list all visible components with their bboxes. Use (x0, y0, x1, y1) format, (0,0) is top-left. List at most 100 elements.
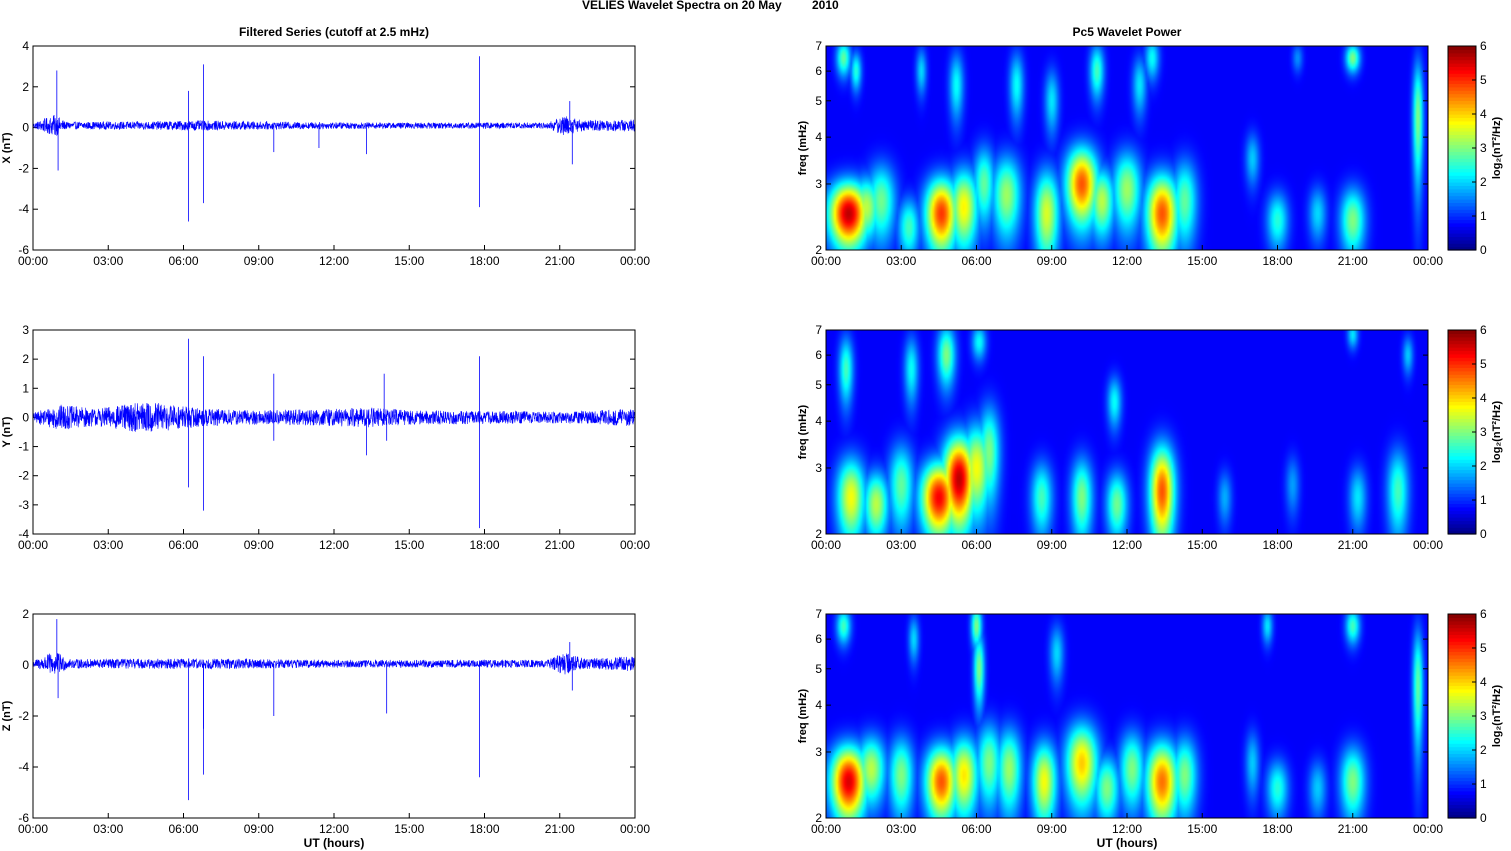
colorbar-step (1448, 353, 1476, 358)
colorbar-step (1448, 661, 1476, 666)
colorbar-step (1448, 449, 1476, 453)
colorbar-step (1448, 455, 1476, 460)
colorbar-step (1448, 503, 1476, 508)
series-xtick-label: 12:00 (319, 822, 349, 836)
colorbar-tick-label: 0 (1480, 811, 1487, 825)
ytick-label: -6 (18, 811, 29, 825)
colorbar-step (1448, 387, 1476, 392)
colorbar-step (1448, 705, 1476, 710)
colorbar-label: log₂(nT²/Hz) (1491, 685, 1503, 748)
colorbar-step (1448, 158, 1476, 163)
colorbar-step (1448, 151, 1476, 156)
series-xtick-label: 00:00 (620, 538, 650, 552)
colorbar-tick-label: 4 (1480, 675, 1487, 689)
ytick-label: 2 (22, 80, 29, 94)
heatmap-xtick-label: 06:00 (961, 254, 991, 268)
colorbar-step (1448, 624, 1476, 629)
series-xtick-label: 06:00 (168, 538, 198, 552)
colorbar-step (1448, 69, 1476, 74)
colorbar-step (1448, 641, 1476, 646)
colorbar-step (1448, 192, 1476, 197)
heatmap-xtick-label: 00:00 (811, 822, 841, 836)
heatmap-ylabel: freq (mHz) (797, 688, 809, 743)
colorbar-step (1448, 171, 1476, 176)
colorbar-step (1448, 523, 1476, 528)
colorbar-step (1448, 66, 1476, 71)
colorbar-step (1448, 476, 1476, 481)
colorbar-step (1448, 411, 1476, 416)
colorbar-step (1448, 97, 1476, 101)
right-xlabel: UT (hours) (1097, 836, 1158, 850)
colorbar-step (1448, 131, 1476, 135)
colorbar-step (1448, 103, 1476, 108)
colorbar-step (1448, 637, 1476, 642)
colorbar-step (1448, 137, 1476, 142)
colorbar-tick-label: 1 (1480, 209, 1487, 223)
colorbar-step (1448, 668, 1476, 673)
colorbar-step (1448, 114, 1476, 118)
colorbar-step (1448, 364, 1476, 368)
heatmap-xtick-label: 21:00 (1338, 254, 1368, 268)
series-panel-3: -6 -4 -2 0 2 00:00 03:00 06:00 09:00 12:00 15:00 18… (1, 607, 650, 836)
chart-panels: -6 -4 -2 0 2 4 00:00 03:00 06:00 09:00 12:00 15:00 1… (1, 39, 1503, 836)
series-xtick-label: 12:00 (319, 254, 349, 268)
colorbar-step (1448, 709, 1476, 714)
colorbar-step (1448, 654, 1476, 659)
suptitle-right: 2010 (812, 0, 839, 12)
colorbar-step (1448, 59, 1476, 64)
colorbar-step (1448, 466, 1476, 470)
colorbar-step (1448, 631, 1476, 635)
colorbar-step (1448, 188, 1476, 193)
series-panel-2: -4 -3 -2 -1 0 1 2 3 00:00 03:00 06:00 09:00 12:00 15:… (1, 323, 650, 552)
colorbar-step (1448, 165, 1476, 169)
colorbar-tick-label: 0 (1480, 527, 1487, 541)
ytick-label: 3 (815, 461, 822, 475)
ytick-label: -1 (18, 440, 29, 454)
colorbar-step (1448, 246, 1476, 251)
colorbar-step (1448, 73, 1476, 78)
ytick-label: 6 (815, 632, 822, 646)
right-column-title: Pc5 Wavelet Power (1073, 25, 1182, 39)
colorbar-step (1448, 678, 1476, 683)
trace-line (32, 114, 636, 136)
colorbar-step (1448, 161, 1476, 166)
colorbar-step (1448, 185, 1476, 190)
colorbar-step (1448, 222, 1476, 227)
colorbar-step (1448, 56, 1476, 61)
colorbar-tick-label: 5 (1480, 73, 1487, 87)
heatmap-panel-2: 2 3 4 5 6 7 00:00 03:00 06:00 09:00 12:00 15:00 18:0… (797, 323, 1503, 552)
heatmap-panel-3: 2 3 4 5 6 7 00:00 03:00 06:00 09:00 12:00 15:00 18:0… (797, 607, 1503, 836)
colorbar-step (1448, 756, 1476, 761)
ytick-label: -2 (18, 469, 29, 483)
plot-area (33, 614, 635, 818)
colorbar-step (1448, 634, 1476, 639)
heatmap-xtick-label: 21:00 (1338, 538, 1368, 552)
series-xtick-label: 15:00 (394, 254, 424, 268)
colorbar-step (1448, 472, 1476, 477)
colorbar-step (1448, 736, 1476, 741)
heatmap-xtick-label: 12:00 (1112, 538, 1142, 552)
colorbar-step (1448, 175, 1476, 180)
series-xtick-label: 09:00 (244, 538, 274, 552)
colorbar-step (1448, 695, 1476, 700)
series-xtick-label: 21:00 (545, 538, 575, 552)
colorbar-step (1448, 483, 1476, 487)
colorbar-step (1448, 729, 1476, 734)
heatmap-xtick-label: 15:00 (1187, 538, 1217, 552)
colorbar-step (1448, 801, 1476, 805)
colorbar-step (1448, 381, 1476, 385)
colorbar-step (1448, 141, 1476, 146)
heatmap-panel-1: 2 3 4 5 6 7 00:00 03:00 06:00 09:00 12:00 15:00 18:0… (797, 39, 1503, 268)
series-xtick-label: 00:00 (18, 538, 48, 552)
colorbar-step (1448, 86, 1476, 91)
ytick-label: 4 (815, 414, 822, 428)
colorbar-step (1448, 651, 1476, 656)
colorbar-step (1448, 404, 1476, 409)
colorbar-step (1448, 421, 1476, 426)
colorbar-step (1448, 226, 1476, 231)
colorbar-step (1448, 199, 1476, 203)
trace-line (32, 402, 636, 432)
ytick-label: 2 (815, 811, 822, 825)
ytick-label: -4 (18, 527, 29, 541)
colorbar-step (1448, 243, 1476, 248)
